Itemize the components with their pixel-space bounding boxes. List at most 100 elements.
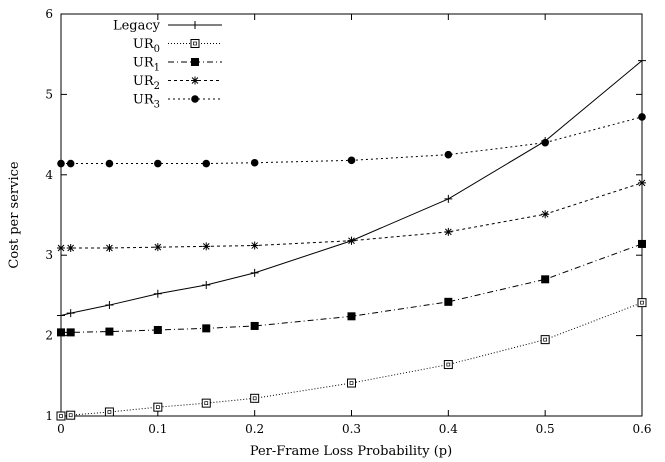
x-tick-label: 0.5 bbox=[536, 422, 555, 436]
legend-entry: UR3 bbox=[133, 93, 222, 111]
filled-circle-marker bbox=[202, 159, 211, 168]
legend-name: UR bbox=[133, 74, 155, 89]
open-square-marker bbox=[153, 402, 163, 412]
filled-square-marker bbox=[541, 275, 550, 284]
filled-circle-marker bbox=[191, 95, 199, 103]
y-tick-label: 1 bbox=[45, 409, 53, 423]
open-square-marker bbox=[443, 360, 453, 370]
legend-label: UR2 bbox=[133, 74, 160, 92]
open-square-marker bbox=[540, 335, 550, 345]
y-tick-label: 4 bbox=[45, 168, 53, 182]
y-tick-label: 3 bbox=[45, 248, 53, 262]
x-tick-label: 0.4 bbox=[439, 422, 458, 436]
open-square-marker-inner bbox=[59, 414, 63, 418]
open-square-marker-inner bbox=[640, 300, 644, 305]
x-tick-label: 0.6 bbox=[632, 422, 651, 436]
legend-name: Legacy bbox=[113, 19, 161, 34]
legend-label: UR1 bbox=[133, 56, 160, 74]
axis-ticks: 0 0.1 0.2 0.3 0.4 0.5 0.6 1 2 3 4 5 6 bbox=[45, 7, 651, 436]
open-square-marker-inner bbox=[252, 396, 257, 401]
asterisk-marker bbox=[105, 243, 114, 252]
plus-marker bbox=[638, 56, 646, 65]
legend-entry: Legacy bbox=[113, 19, 222, 34]
asterisk-marker bbox=[153, 243, 162, 252]
legend-subscript: 3 bbox=[154, 100, 160, 111]
y-tick-label: 5 bbox=[45, 87, 53, 101]
legend-label: UR3 bbox=[133, 93, 160, 111]
plus-marker bbox=[66, 309, 75, 318]
series-ur3 bbox=[57, 113, 646, 168]
x-tick-label: 0.2 bbox=[245, 422, 264, 436]
open-square-marker-inner bbox=[446, 362, 451, 367]
open-square-marker-inner bbox=[349, 381, 354, 385]
open-square-marker-inner bbox=[68, 413, 73, 418]
plus-marker bbox=[57, 311, 65, 320]
open-square-marker-inner bbox=[543, 337, 548, 342]
asterisk-marker bbox=[250, 241, 259, 250]
open-square-marker bbox=[190, 39, 200, 48]
series-line bbox=[61, 116, 643, 165]
legend-subscript: 0 bbox=[154, 44, 160, 55]
asterisk-marker bbox=[444, 227, 453, 236]
filled-square-marker bbox=[347, 312, 356, 321]
filled-square-marker bbox=[202, 324, 211, 333]
open-square-marker bbox=[637, 298, 647, 308]
filled-square-marker bbox=[66, 328, 75, 337]
series-layer bbox=[56, 56, 647, 421]
legend-label: Legacy bbox=[113, 19, 161, 34]
filled-square-marker bbox=[191, 58, 199, 66]
series-ur1 bbox=[57, 239, 646, 337]
asterisk-marker bbox=[191, 76, 199, 85]
legend-entry: UR2 bbox=[133, 74, 222, 92]
open-square-marker bbox=[56, 411, 66, 421]
y-tick-label: 2 bbox=[45, 329, 53, 343]
asterisk-marker bbox=[202, 242, 211, 251]
filled-square-marker bbox=[250, 321, 259, 330]
open-square-marker bbox=[201, 398, 211, 408]
open-square-marker bbox=[104, 407, 114, 417]
series-ur2 bbox=[57, 178, 646, 252]
y-tick-label: 6 bbox=[45, 7, 53, 21]
series-line bbox=[61, 243, 643, 333]
legend-subscript: 1 bbox=[154, 63, 160, 74]
filled-square-marker bbox=[638, 239, 646, 248]
open-square-marker bbox=[347, 378, 356, 388]
asterisk-marker bbox=[638, 178, 646, 187]
series-line bbox=[61, 182, 643, 249]
asterisk-marker bbox=[66, 243, 75, 252]
filled-square-marker bbox=[57, 328, 65, 337]
legend-name: UR bbox=[133, 93, 155, 108]
open-square-marker-inner bbox=[155, 405, 160, 410]
asterisk-marker bbox=[347, 236, 356, 245]
filled-circle-marker bbox=[105, 159, 114, 168]
plus-marker bbox=[105, 301, 114, 310]
legend-label: UR0 bbox=[133, 37, 160, 55]
plus-marker bbox=[250, 268, 259, 277]
legend-subscript: 2 bbox=[154, 81, 160, 92]
series-line bbox=[60, 60, 643, 316]
open-square-marker-inner bbox=[193, 41, 197, 46]
plus-marker bbox=[202, 280, 211, 289]
plus-marker bbox=[444, 194, 453, 203]
series-ur0 bbox=[56, 298, 647, 421]
filled-circle-marker bbox=[541, 138, 549, 147]
asterisk-marker bbox=[541, 210, 550, 219]
plus-marker bbox=[153, 289, 162, 298]
filled-square-marker bbox=[153, 325, 162, 334]
legend-entry: UR1 bbox=[133, 56, 222, 74]
filled-circle-marker bbox=[347, 156, 356, 165]
x-tick-label: 0.3 bbox=[342, 422, 361, 436]
x-tick-label: 0 bbox=[57, 422, 65, 436]
legend-name: UR bbox=[133, 37, 155, 52]
filled-circle-marker bbox=[444, 150, 453, 159]
asterisk-marker bbox=[57, 243, 65, 252]
filled-circle-marker bbox=[250, 158, 259, 167]
x-tick-label: 0.1 bbox=[148, 422, 167, 436]
filled-circle-marker bbox=[57, 159, 65, 168]
open-square-marker bbox=[66, 410, 76, 420]
open-square-marker-inner bbox=[204, 401, 209, 405]
legend-entry: UR0 bbox=[133, 37, 222, 55]
filled-circle-marker bbox=[66, 159, 75, 168]
